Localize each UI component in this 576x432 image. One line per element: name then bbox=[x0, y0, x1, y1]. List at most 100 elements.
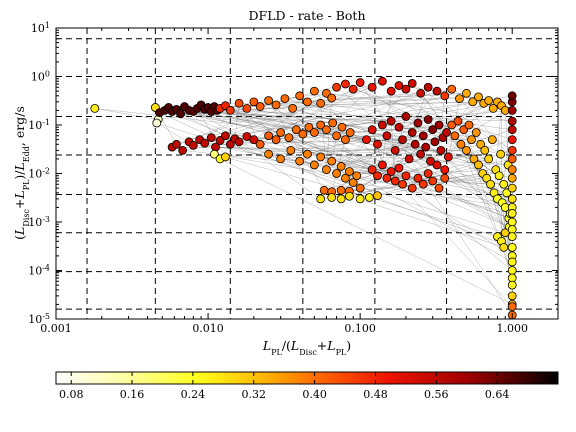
data-point bbox=[355, 183, 365, 193]
data-point bbox=[401, 84, 411, 94]
data-point bbox=[291, 125, 301, 135]
track-line bbox=[208, 107, 509, 219]
data-point bbox=[390, 145, 400, 155]
data-point bbox=[367, 125, 377, 135]
data-point bbox=[322, 125, 331, 135]
data-point bbox=[178, 145, 188, 155]
data-point bbox=[471, 128, 481, 137]
data-point bbox=[209, 149, 219, 159]
data-point bbox=[486, 179, 495, 189]
y-tick-label: 10-3 bbox=[28, 215, 50, 230]
y-tick-label: 101 bbox=[31, 21, 50, 36]
data-point bbox=[455, 94, 464, 104]
track-line bbox=[412, 187, 513, 271]
data-point bbox=[507, 302, 517, 312]
data-point bbox=[434, 120, 444, 130]
track-line bbox=[356, 135, 388, 176]
data-point bbox=[447, 84, 457, 94]
data-point bbox=[430, 137, 440, 147]
data-point bbox=[416, 149, 426, 159]
colorbar-gradient bbox=[55, 371, 559, 385]
data-point bbox=[487, 135, 497, 144]
colorbar-tick-label: 0.48 bbox=[363, 388, 388, 401]
data-point bbox=[352, 171, 362, 181]
track-line bbox=[320, 103, 327, 170]
data-point bbox=[416, 88, 426, 98]
data-point bbox=[428, 176, 438, 186]
data-point bbox=[255, 139, 265, 149]
data-point bbox=[507, 291, 517, 301]
y-tick-label: 10-2 bbox=[28, 166, 50, 181]
data-point bbox=[507, 165, 517, 175]
track-line bbox=[215, 146, 421, 155]
track-line bbox=[220, 108, 513, 189]
track-line bbox=[345, 164, 383, 179]
data-point bbox=[303, 97, 312, 107]
track-line bbox=[371, 129, 388, 179]
y-tick-label: 10-5 bbox=[28, 312, 50, 327]
data-point bbox=[507, 154, 517, 164]
data-point bbox=[507, 106, 517, 115]
data-point bbox=[355, 194, 365, 204]
data-point bbox=[484, 154, 494, 164]
data-point bbox=[336, 194, 346, 204]
data-point bbox=[507, 209, 517, 218]
data-point bbox=[309, 86, 319, 96]
data-point bbox=[423, 115, 433, 124]
data-point bbox=[200, 138, 210, 148]
data-point bbox=[443, 152, 453, 162]
data-point bbox=[456, 139, 466, 149]
data-point bbox=[507, 217, 517, 227]
data-point bbox=[462, 145, 471, 155]
data-point bbox=[316, 194, 326, 204]
data-point bbox=[401, 171, 411, 181]
data-point bbox=[386, 167, 396, 176]
track-line bbox=[341, 95, 445, 128]
data-point bbox=[382, 173, 392, 183]
data-point bbox=[332, 131, 341, 141]
data-point bbox=[348, 84, 358, 94]
data-point bbox=[348, 178, 358, 187]
data-point bbox=[377, 160, 387, 170]
data-point bbox=[499, 242, 509, 252]
track-line bbox=[448, 156, 513, 237]
track-line bbox=[180, 113, 226, 136]
data-point bbox=[276, 128, 286, 137]
colorbar-tick-label: 0.16 bbox=[120, 388, 145, 401]
data-point bbox=[442, 128, 451, 137]
data-point bbox=[341, 173, 350, 183]
data-point bbox=[373, 171, 382, 181]
track-line bbox=[156, 122, 506, 233]
data-point bbox=[480, 145, 490, 155]
data-point bbox=[255, 102, 265, 111]
data-point bbox=[332, 169, 341, 178]
data-point bbox=[309, 160, 319, 170]
data-point bbox=[474, 92, 483, 102]
track-line bbox=[182, 150, 315, 166]
data-point bbox=[249, 97, 259, 107]
data-point bbox=[488, 103, 498, 113]
data-point bbox=[507, 280, 517, 290]
data-point bbox=[234, 137, 244, 147]
data-point bbox=[507, 135, 517, 144]
data-point bbox=[367, 82, 377, 92]
track-line bbox=[409, 158, 511, 214]
x-tick-label: 0.100 bbox=[344, 322, 376, 335]
colorbar-tick-label: 0.40 bbox=[302, 388, 327, 401]
track-line bbox=[299, 95, 498, 200]
track-line bbox=[290, 87, 429, 151]
data-point bbox=[507, 242, 517, 252]
track-line bbox=[405, 110, 506, 176]
data-point bbox=[221, 131, 230, 141]
data-point bbox=[413, 118, 423, 128]
data-point bbox=[176, 109, 186, 119]
data-point bbox=[432, 160, 442, 170]
track-line bbox=[94, 108, 159, 120]
track-line bbox=[176, 109, 507, 193]
colorbar-tick-label: 0.24 bbox=[181, 388, 206, 401]
data-point bbox=[390, 176, 400, 186]
data-point bbox=[295, 91, 305, 101]
data-point bbox=[295, 156, 305, 166]
data-point bbox=[345, 128, 355, 137]
track-line bbox=[193, 111, 509, 166]
